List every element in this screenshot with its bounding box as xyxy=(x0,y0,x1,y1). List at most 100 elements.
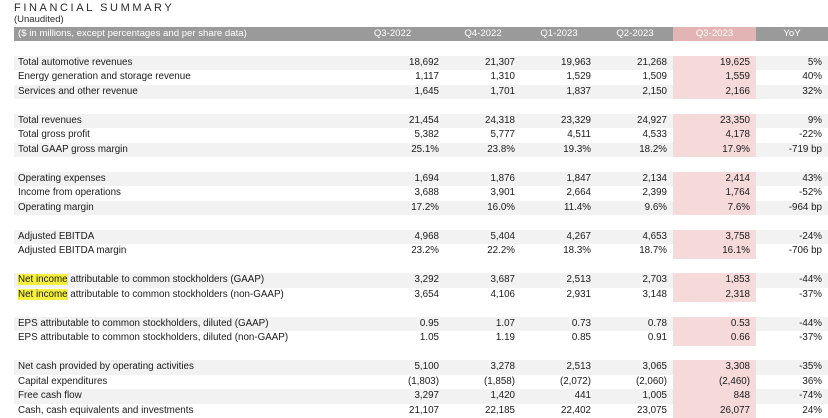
cell-q3-2022: 5,100 xyxy=(340,360,445,375)
cell-q3-2023: 3,758 xyxy=(673,230,756,245)
header-yoy: YoY xyxy=(756,27,828,41)
cell-q3-2023: 2,318 xyxy=(673,288,756,303)
row-label: Free cash flow xyxy=(14,389,340,404)
row-label: Operating expenses xyxy=(14,172,340,187)
cell-q4-2022: 22,185 xyxy=(445,404,521,418)
cell-q3-2023: 4,178 xyxy=(673,128,756,143)
table-row: EPS attributable to common stockholders,… xyxy=(14,331,828,346)
cell-yoy: -22% xyxy=(756,128,828,143)
cell-yoy: -35% xyxy=(756,360,828,375)
row-label: Income from operations xyxy=(14,186,340,201)
cell-q2-2023: 18.2% xyxy=(597,143,673,158)
cell-q2-2023: 2,150 xyxy=(597,85,673,100)
table-row: Capital expenditures(1,803)(1,858)(2,072… xyxy=(14,375,828,390)
cell-q1-2023: 19,963 xyxy=(521,56,597,71)
row-label: Total revenues xyxy=(14,114,340,129)
header-q4-2022: Q4-2022 xyxy=(445,27,521,41)
row-label: Services and other revenue xyxy=(14,85,340,100)
header-q2-2023: Q2-2023 xyxy=(597,27,673,41)
header-description: ($ in millions, except percentages and p… xyxy=(14,27,340,41)
cell-q4-2022: 1,310 xyxy=(445,70,521,85)
document-title: FINANCIAL SUMMARY xyxy=(14,2,174,14)
cell-q3-2023: 16.1% xyxy=(673,244,756,259)
cell-q3-2022: 3,688 xyxy=(340,186,445,201)
row-label: Total gross profit xyxy=(14,128,340,143)
cell-q1-2023: 2,664 xyxy=(521,186,597,201)
section-spacer xyxy=(14,346,828,361)
document-subtitle: (Unaudited) xyxy=(14,14,64,25)
section-spacer xyxy=(14,99,828,114)
cell-yoy: 36% xyxy=(756,375,828,390)
row-label: EPS attributable to common stockholders,… xyxy=(14,317,340,332)
cell-q3-2023: 17.9% xyxy=(673,143,756,158)
cell-q4-2022: 5,404 xyxy=(445,230,521,245)
cell-q3-2023: 1,853 xyxy=(673,273,756,288)
row-label: Energy generation and storage revenue xyxy=(14,70,340,85)
cell-yoy: -37% xyxy=(756,288,828,303)
cell-q2-2023: 1,005 xyxy=(597,389,673,404)
header-q1-2023: Q1-2023 xyxy=(521,27,597,41)
cell-q3-2022: 5,382 xyxy=(340,128,445,143)
cell-q1-2023: 18.3% xyxy=(521,244,597,259)
cell-q2-2023: 2,703 xyxy=(597,273,673,288)
cell-q3-2023: 2,166 xyxy=(673,85,756,100)
cell-q1-2023: 4,267 xyxy=(521,230,597,245)
table-row: EPS attributable to common stockholders,… xyxy=(14,317,828,332)
cell-q4-2022: 23.8% xyxy=(445,143,521,158)
row-label: Adjusted EBITDA margin xyxy=(14,244,340,259)
cell-q1-2023: 4,511 xyxy=(521,128,597,143)
cell-q1-2023: (2,072) xyxy=(521,375,597,390)
cell-yoy: 40% xyxy=(756,70,828,85)
table-row: Net income attributable to common stockh… xyxy=(14,288,828,303)
cell-q3-2022: 1,694 xyxy=(340,172,445,187)
cell-q4-2022: 4,106 xyxy=(445,288,521,303)
cell-yoy: 43% xyxy=(756,172,828,187)
cell-q2-2023: 9.6% xyxy=(597,201,673,216)
cell-q3-2022: 1,645 xyxy=(340,85,445,100)
section-spacer xyxy=(14,41,828,56)
cell-yoy: 9% xyxy=(756,114,828,129)
row-label: Cash, cash equivalents and investments xyxy=(14,404,340,418)
row-label: Capital expenditures xyxy=(14,375,340,390)
section-spacer xyxy=(14,302,828,317)
cell-q3-2022: 4,968 xyxy=(340,230,445,245)
cell-yoy: 5% xyxy=(756,56,828,71)
cell-q3-2023: 7.6% xyxy=(673,201,756,216)
row-label: Total automotive revenues xyxy=(14,56,340,71)
cell-q2-2023: 1,509 xyxy=(597,70,673,85)
row-label-text: attributable to common stockholders (non… xyxy=(68,289,284,300)
cell-q3-2023: 1,764 xyxy=(673,186,756,201)
cell-q1-2023: 11.4% xyxy=(521,201,597,216)
cell-q3-2023: 848 xyxy=(673,389,756,404)
cell-q4-2022: (1,858) xyxy=(445,375,521,390)
header-q3-2023: Q3-2023 xyxy=(673,27,756,41)
cell-yoy: -24% xyxy=(756,230,828,245)
cell-q2-2023: 3,065 xyxy=(597,360,673,375)
cell-q1-2023: 1,837 xyxy=(521,85,597,100)
cell-q4-2022: 3,687 xyxy=(445,273,521,288)
cell-q3-2022: 1.05 xyxy=(340,331,445,346)
cell-q3-2022: 17.2% xyxy=(340,201,445,216)
row-label: Total GAAP gross margin xyxy=(14,143,340,158)
cell-q3-2023: 23,350 xyxy=(673,114,756,129)
row-label: Net income attributable to common stockh… xyxy=(14,288,340,303)
section-spacer xyxy=(14,215,828,230)
cell-q1-2023: 0.85 xyxy=(521,331,597,346)
cell-q3-2023: 2,414 xyxy=(673,172,756,187)
row-label: Net cash provided by operating activitie… xyxy=(14,360,340,375)
cell-q3-2023: 3,308 xyxy=(673,360,756,375)
cell-q3-2023: 0.66 xyxy=(673,331,756,346)
cell-q2-2023: 21,268 xyxy=(597,56,673,71)
cell-yoy: -964 bp xyxy=(756,201,828,216)
financial-summary-table: ($ in millions, except percentages and p… xyxy=(14,27,828,418)
cell-q4-2022: 1,701 xyxy=(445,85,521,100)
cell-q3-2022: 23.2% xyxy=(340,244,445,259)
cell-q2-2023: (2,060) xyxy=(597,375,673,390)
